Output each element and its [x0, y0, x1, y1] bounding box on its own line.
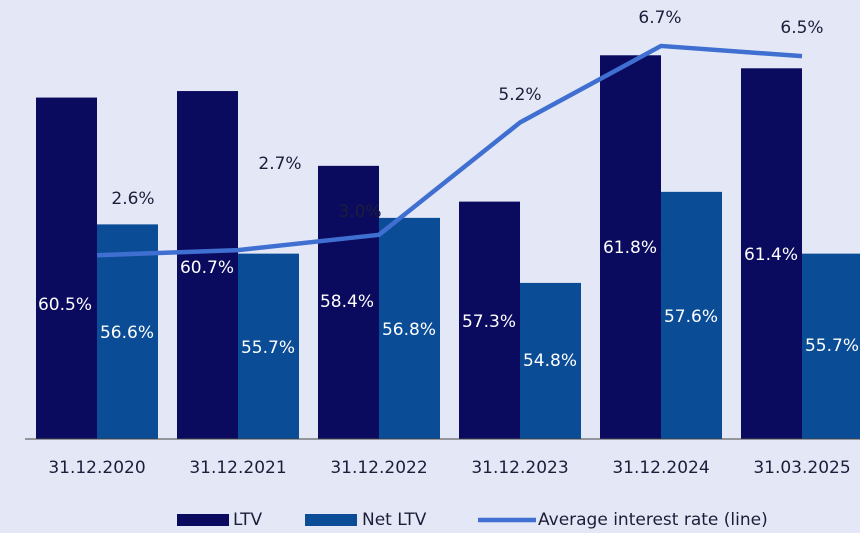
bar — [379, 217, 440, 439]
data-label: 6.5% — [780, 18, 823, 38]
legend-label: LTV — [233, 510, 263, 530]
legend-label: Average interest rate (line) — [538, 510, 768, 530]
bar — [661, 191, 722, 439]
data-label: 55.7% — [805, 336, 859, 356]
bar — [36, 97, 97, 440]
data-label: 54.8% — [523, 351, 577, 371]
data-label: 56.8% — [382, 320, 436, 340]
line — [96, 43, 803, 258]
bar — [238, 253, 299, 439]
x-tick-label: 31.12.2024 — [612, 458, 709, 478]
bar — [97, 224, 158, 439]
data-label: 3.0% — [338, 202, 381, 222]
data-label: 60.7% — [180, 258, 234, 278]
data-label: 55.7% — [241, 338, 295, 358]
bar — [177, 91, 238, 439]
data-label: 58.4% — [320, 292, 374, 312]
data-label: 57.3% — [462, 312, 516, 332]
data-label: 5.2% — [498, 85, 541, 105]
x-tick-label: 31.12.2022 — [330, 458, 427, 478]
data-label: 60.5% — [38, 295, 92, 315]
x-tick-label: 31.12.2020 — [48, 458, 145, 478]
data-label: 61.4% — [744, 245, 798, 265]
bar — [318, 165, 379, 439]
legend-swatch — [177, 514, 229, 526]
data-label: 6.7% — [638, 8, 681, 28]
data-label: 2.6% — [111, 189, 154, 209]
bar — [459, 201, 520, 439]
data-label: 57.6% — [664, 307, 718, 327]
data-label: 56.6% — [100, 323, 154, 343]
bar — [741, 68, 802, 440]
bar — [802, 253, 860, 439]
x-tick-label: 31.03.2025 — [753, 458, 850, 478]
data-label: 2.7% — [258, 154, 301, 174]
bar — [520, 282, 581, 439]
bar — [600, 55, 661, 439]
data-label: 61.8% — [603, 238, 657, 258]
x-tick-label: 31.12.2023 — [471, 458, 568, 478]
x-tick-label: 31.12.2021 — [189, 458, 286, 478]
legend-swatch — [305, 514, 357, 526]
legend-label: Net LTV — [362, 510, 427, 530]
